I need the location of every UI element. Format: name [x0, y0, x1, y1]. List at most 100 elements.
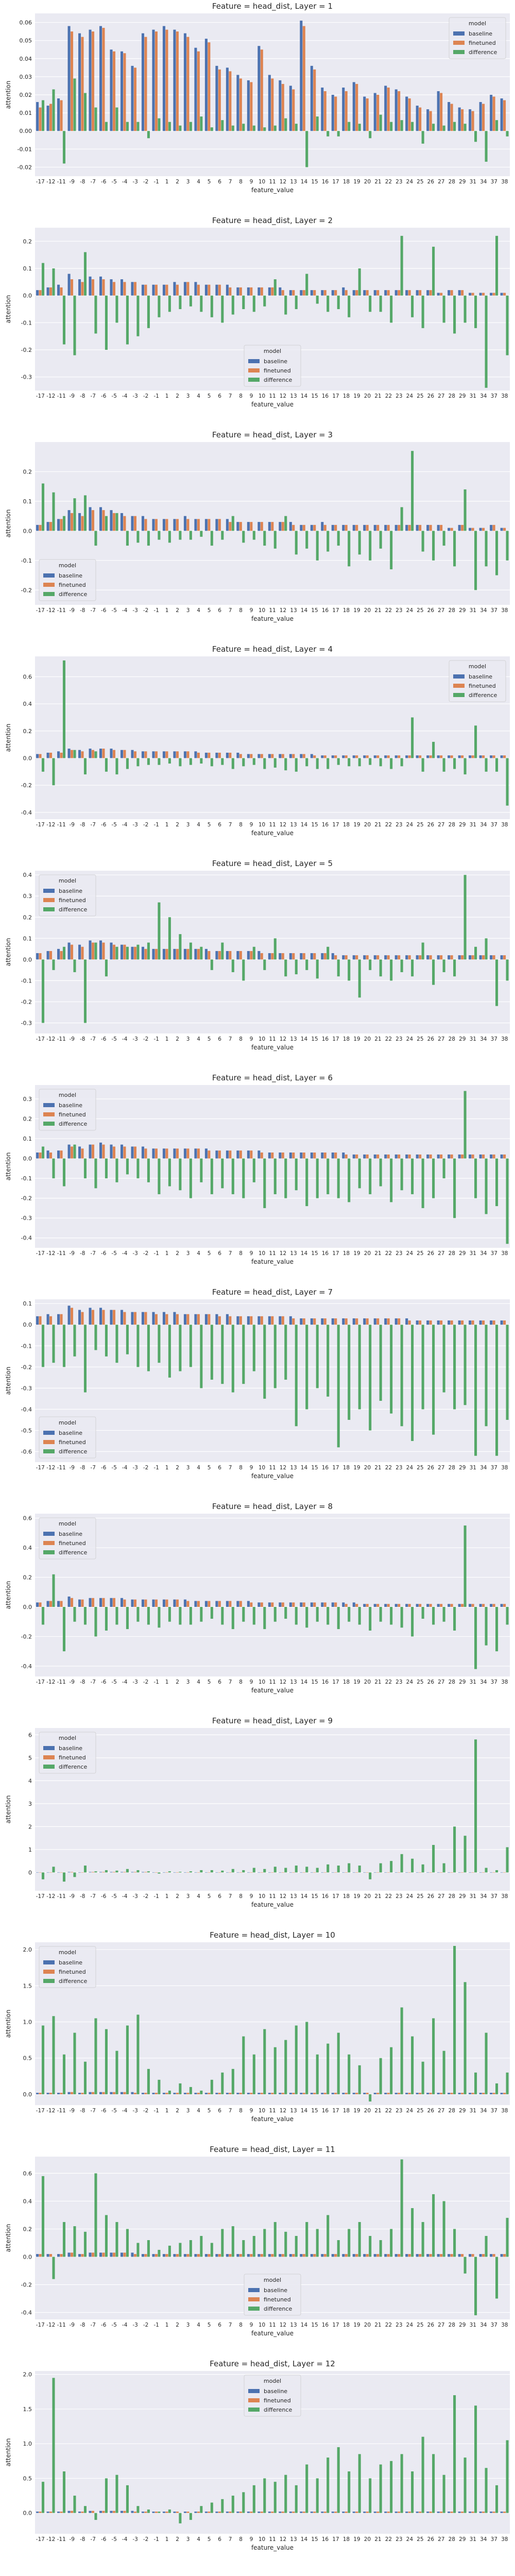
x-tick-label: 37 [491, 2536, 497, 2543]
bar-difference-1 [168, 122, 171, 131]
bar-baseline-25 [416, 1872, 419, 1873]
bar-baseline-5 [204, 1601, 208, 1607]
y-tick-label: 0.1 [23, 265, 32, 272]
x-tick-label: 24 [406, 1250, 414, 1257]
bar-baseline-6 [215, 1314, 218, 1325]
bar-baseline-19 [352, 2254, 355, 2257]
x-tick-label: 8 [239, 2322, 243, 2328]
bar-baseline-17 [331, 1872, 334, 1873]
legend-entry-baseline: baseline [469, 673, 492, 680]
bar-finetuned-37 [492, 1154, 495, 1159]
bar-baseline--5 [110, 2511, 113, 2513]
bar-difference-7 [231, 295, 234, 315]
bar-baseline-37 [490, 1320, 493, 1325]
y-axis-label: attention [5, 2010, 12, 2038]
x-tick-label: 27 [438, 607, 444, 614]
bar-difference-38 [506, 131, 509, 137]
bar-baseline-8 [236, 1601, 239, 1607]
x-tick-label: -8 [80, 2108, 85, 2114]
bar-finetuned--17 [39, 107, 42, 131]
bar-difference-27 [442, 758, 445, 772]
bar-baseline-20 [363, 1604, 366, 1607]
bar-baseline-29 [458, 2093, 461, 2094]
bar-difference--8 [83, 758, 87, 775]
bar-difference-3 [189, 1158, 192, 1198]
bar-finetuned-24 [408, 2093, 411, 2094]
bar-baseline-19 [352, 955, 355, 960]
bar-difference-6 [221, 2229, 224, 2257]
x-tick-label: 10 [259, 393, 265, 399]
bar-difference-12 [284, 1606, 287, 1619]
bar-difference-21 [379, 1325, 382, 1401]
bar-difference--11 [62, 1606, 66, 1652]
chart-title: Feature = head_dist, Layer = 11 [210, 2145, 335, 2155]
bar-difference--8 [83, 2231, 87, 2257]
x-tick-label: 17 [332, 822, 339, 828]
bar-baseline-17 [331, 2511, 334, 2513]
bar-baseline--8 [78, 2093, 81, 2094]
bar-difference-17 [337, 1606, 340, 1630]
legend-entry-finetuned: finetuned [264, 2397, 291, 2404]
bar-difference--11 [62, 2054, 66, 2094]
bar-finetuned-11 [271, 1602, 274, 1607]
bar-baseline-10 [258, 2254, 261, 2257]
bar-difference--11 [62, 2471, 66, 2513]
bar-finetuned-20 [366, 524, 369, 531]
x-tick-label: -4 [122, 179, 128, 185]
bar-finetuned--5 [112, 944, 115, 960]
bar-difference-10 [263, 2229, 266, 2257]
x-tick-label: -5 [111, 2108, 116, 2114]
x-tick-label: 26 [427, 179, 435, 185]
y-tick-label: 0.6 [23, 1515, 32, 1522]
bar-difference--1 [158, 2079, 161, 2094]
bar-baseline-34 [479, 102, 482, 131]
y-tick-label: 0.1 [23, 935, 32, 942]
bar-baseline-12 [279, 1602, 282, 1607]
bar-finetuned-21 [376, 2511, 380, 2513]
x-tick-label: -6 [101, 1893, 107, 1900]
bar-finetuned--12 [49, 951, 53, 960]
bar-baseline-22 [384, 1604, 387, 1607]
bar-finetuned-27 [440, 93, 443, 131]
bar-baseline-5 [204, 2254, 208, 2257]
x-tick-label: -17 [36, 1036, 45, 1042]
bar-baseline--3 [131, 2252, 134, 2257]
bar-baseline-21 [373, 2511, 376, 2513]
bar-finetuned-9 [250, 2511, 253, 2513]
x-tick-label: 38 [501, 1036, 508, 1042]
bar-finetuned--1 [154, 2093, 158, 2094]
bar-difference--17 [41, 263, 45, 296]
bar-baseline-22 [384, 1154, 387, 1159]
bar-baseline-21 [373, 2254, 376, 2257]
bar-difference-13 [295, 1325, 298, 1427]
x-tick-label: 2 [176, 393, 179, 399]
bar-finetuned-9 [250, 1316, 253, 1325]
bar-finetuned--17 [39, 1602, 42, 1607]
legend-swatch-difference [43, 1550, 55, 1554]
bar-baseline-21 [373, 290, 376, 296]
bar-baseline-29 [458, 1154, 461, 1159]
bar-difference--17 [41, 483, 45, 531]
bar-finetuned-11 [271, 953, 274, 960]
x-tick-label: 25 [417, 2108, 423, 2114]
bar-finetuned-10 [260, 754, 263, 758]
bar-finetuned--3 [133, 1146, 136, 1159]
bar-baseline-26 [426, 524, 430, 531]
x-tick-label: 6 [218, 2322, 221, 2328]
x-tick-label: 4 [197, 607, 200, 614]
legend-entry-difference: difference [59, 1764, 87, 1770]
x-tick-label: 8 [239, 607, 243, 614]
x-tick-label: 17 [332, 1036, 339, 1042]
bar-finetuned--9 [70, 2092, 74, 2094]
bar-difference-31 [474, 1739, 477, 1873]
x-tick-label: -2 [143, 2322, 148, 2328]
bar-baseline-10 [258, 1872, 261, 1873]
x-tick-label: -3 [132, 1036, 138, 1042]
legend-entry-difference: difference [59, 1978, 87, 1985]
bar-difference-4 [200, 116, 203, 131]
x-tick-label: 38 [501, 1893, 508, 1900]
bar-baseline-6 [215, 752, 218, 758]
bar-finetuned-22 [387, 1318, 390, 1325]
bar-difference-29 [464, 124, 467, 131]
